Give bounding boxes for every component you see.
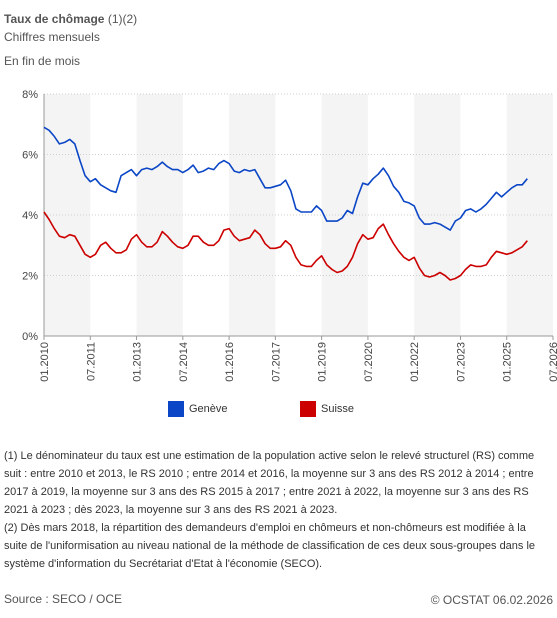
chart-period-note: En fin de mois (4, 54, 81, 68)
legend-label-geneve: Genève (189, 403, 228, 415)
legend-swatch-suisse (300, 401, 316, 417)
y-tick-label: 0% (22, 331, 38, 343)
legend-item-suisse[interactable]: Suisse (300, 401, 354, 417)
x-tick-label: 01.2016 (224, 342, 236, 382)
legend-swatch-geneve (168, 401, 184, 417)
unemployment-line-chart: 0% 2% 4% 6% 8% 01.2010 07.2011 01.2013 07.2014 01… (22, 89, 557, 382)
x-tick-label: 01.2019 (317, 342, 329, 382)
y-tick-label: 4% (22, 210, 38, 222)
chart-title: Taux de chômage (1)(2) (4, 12, 137, 26)
x-tick-label: 01.2025 (502, 342, 514, 382)
source-text: Source : SECO / OCE (4, 592, 123, 606)
x-tick-label: 01.2013 (132, 342, 144, 382)
footnotes: (1) Le dénominateur du taux est une esti… (4, 447, 552, 573)
y-tick-label: 2% (22, 271, 38, 283)
footnote-1: (1) Le dénominateur du taux est une esti… (4, 450, 535, 516)
copyright-text: © OCSTAT 06.02.2026 (430, 593, 553, 607)
legend-label-suisse: Suisse (321, 403, 355, 415)
footnote-2: (2) Dès mars 2018, la répartition des de… (4, 522, 536, 570)
x-tick-label: 07.2023 (455, 342, 467, 382)
series-line-suisse (43, 211, 528, 281)
series-line-genve (43, 126, 528, 231)
x-tick-label: 01.2010 (39, 342, 51, 382)
chart-title-refs: (1)(2) (104, 12, 138, 26)
x-tick-label: 07.2011 (85, 342, 97, 381)
x-tick-label: 01.2022 (409, 342, 421, 382)
chart-title-main: Taux de chômage (4, 12, 105, 26)
chart-subtitle: Chiffres mensuels (4, 30, 100, 44)
x-tick-label: 07.2026 (548, 342, 557, 382)
y-tick-label: 8% (22, 89, 38, 101)
plot-band (136, 94, 183, 336)
x-tick-label: 07.2020 (363, 342, 375, 382)
x-tick-label: 07.2017 (270, 342, 282, 382)
y-tick-label: 6% (22, 150, 38, 162)
plot-band (506, 94, 553, 336)
legend-item-geneve[interactable]: Genève (168, 401, 228, 417)
x-tick-label: 07.2014 (178, 342, 190, 382)
